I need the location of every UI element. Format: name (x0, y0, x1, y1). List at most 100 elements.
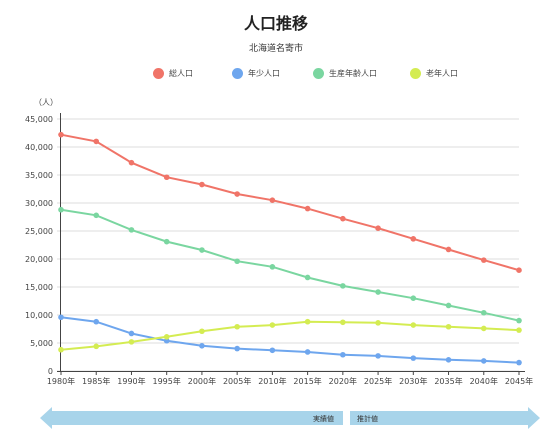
projected-period-arrow (350, 407, 540, 429)
series-line-working (60, 208, 520, 322)
data-point-total (93, 138, 100, 145)
actual-period-label: 実績値 (313, 415, 334, 423)
data-point-elderly (516, 327, 522, 333)
legend-item-elderly[interactable]: 老年人口 (410, 68, 458, 79)
legend-label-total: 総人口 (169, 69, 193, 78)
y-tick-label: 15,000 (25, 283, 53, 292)
y-tick-label: 40,000 (25, 143, 53, 152)
data-point-working (128, 227, 135, 233)
data-point-elderly (480, 325, 487, 332)
x-tick-label: 2010年 (258, 376, 286, 386)
data-point-working (516, 317, 522, 324)
data-point-working (58, 206, 64, 213)
data-point-working (199, 247, 205, 253)
legend-dot-working (313, 68, 324, 79)
x-tick-label: 2040年 (470, 376, 498, 386)
data-point-working (163, 238, 170, 245)
data-point-elderly (304, 318, 311, 325)
y-tick-label: 30,000 (25, 199, 53, 208)
chart-subtitle: 北海道名寄市 (248, 44, 303, 54)
data-point-total (269, 197, 276, 203)
x-tick-label: 2005年 (223, 376, 251, 386)
data-point-total (480, 257, 487, 263)
data-point-youth (163, 337, 170, 344)
legend-dot-total (153, 68, 164, 79)
data-point-youth (58, 314, 64, 321)
data-point-total (410, 236, 417, 242)
data-point-youth (340, 351, 346, 358)
x-tick-label: 2035年 (434, 376, 462, 386)
data-point-total (199, 181, 205, 188)
data-point-elderly (163, 334, 170, 340)
legend-item-working[interactable]: 生産年齢人口 (313, 68, 377, 79)
legend: 総人口 年少人口 生産年齢人口 老年人口 (0, 68, 552, 84)
x-tick-label: 2030年 (399, 376, 427, 386)
data-point-working (269, 264, 276, 270)
x-tick-label: 2015年 (293, 376, 321, 386)
data-point-total (340, 215, 346, 222)
chart-title: 人口推移 (243, 14, 308, 33)
x-tick-label: 1995年 (153, 376, 181, 386)
data-point-total (234, 191, 240, 197)
data-point-youth (234, 345, 240, 352)
data-point-elderly (269, 322, 276, 328)
series-line-youth (60, 316, 520, 364)
data-point-youth (480, 358, 487, 364)
data-point-youth (304, 349, 311, 355)
data-point-total (445, 246, 452, 253)
data-point-elderly (58, 346, 64, 353)
data-point-total (163, 174, 170, 181)
data-point-youth (375, 353, 381, 359)
series-line-elderly (60, 320, 520, 351)
period-band (40, 407, 540, 429)
actual-period-arrow (40, 407, 343, 429)
x-tick-label: 2025年 (364, 376, 392, 386)
data-point-elderly (93, 343, 100, 350)
y-tick-label: 25,000 (25, 227, 53, 236)
data-point-youth (199, 343, 205, 349)
y-tick-label: 35,000 (25, 171, 53, 180)
data-point-youth (410, 355, 417, 361)
x-tick-label: 2020年 (329, 376, 357, 386)
data-point-working (445, 302, 452, 309)
legend-dot-elderly (410, 68, 421, 79)
data-point-working (375, 289, 381, 295)
data-point-working (480, 309, 487, 316)
data-point-elderly (340, 319, 346, 326)
y-tick-label: 20,000 (25, 255, 53, 264)
y-axis-unit: （人） (34, 98, 58, 107)
data-point-total (516, 267, 522, 274)
data-point-elderly (375, 320, 381, 326)
series-line-total (60, 133, 520, 272)
data-point-total (128, 159, 135, 166)
data-point-working (304, 274, 311, 281)
data-point-working (234, 258, 240, 265)
data-point-working (93, 212, 100, 219)
data-point-elderly (445, 323, 452, 330)
data-point-working (410, 295, 417, 302)
data-point-youth (128, 330, 135, 337)
data-point-elderly (234, 323, 240, 330)
y-tick-label: 45,000 (25, 115, 53, 124)
data-point-elderly (410, 322, 417, 328)
data-point-youth (516, 359, 522, 366)
data-point-total (58, 131, 64, 138)
data-point-total (375, 225, 381, 231)
data-point-youth (269, 347, 276, 354)
data-point-elderly (128, 339, 135, 345)
data-point-total (304, 205, 311, 212)
x-tick-label: 2000年 (188, 376, 216, 386)
data-point-youth (93, 318, 100, 325)
data-point-working (340, 283, 346, 289)
projected-period-label: 推計値 (357, 415, 378, 423)
y-tick-label: 5,000 (30, 339, 53, 348)
legend-item-youth[interactable]: 年少人口 (232, 68, 280, 79)
legend-label-elderly: 老年人口 (426, 69, 458, 78)
legend-dot-youth (232, 68, 243, 79)
y-tick-label: 10,000 (25, 311, 53, 320)
x-tick-label: 1990年 (117, 376, 145, 386)
legend-item-total[interactable]: 総人口 (153, 68, 193, 79)
data-point-elderly (199, 328, 205, 335)
x-tick-label: 1980年 (47, 376, 75, 386)
